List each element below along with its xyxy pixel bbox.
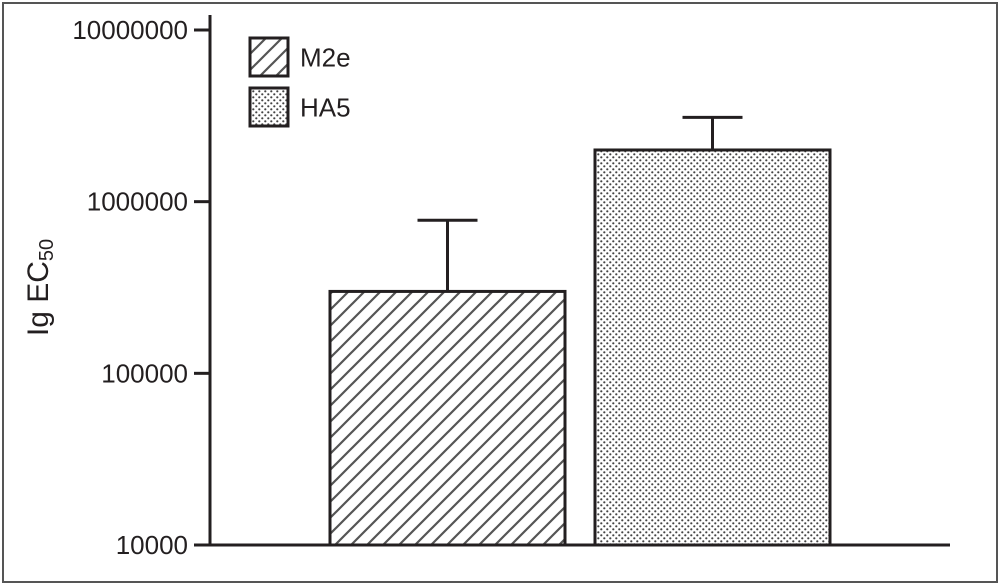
y-axis-label: Ig EC50 <box>22 239 58 336</box>
bar-ha5 <box>595 150 830 545</box>
bars-group <box>330 117 830 545</box>
bar-chart: 10000 100000 1000000 10000000 M2e HA5 Ig EC5… <box>0 0 1000 585</box>
y-axis-title: Ig EC50 <box>22 239 58 336</box>
y-tick-label: 10000000 <box>72 15 188 45</box>
legend-swatch-m2e <box>250 38 288 76</box>
legend-label-ha5: HA5 <box>300 93 351 123</box>
legend-swatch-ha5 <box>250 88 288 126</box>
y-tick-label: 100000 <box>101 358 188 388</box>
y-tick-label: 1000000 <box>87 187 188 217</box>
legend-label-m2e: M2e <box>300 43 351 73</box>
y-axis: 10000 100000 1000000 10000000 <box>72 15 210 560</box>
legend: M2e HA5 <box>250 38 351 126</box>
bar-m2e <box>330 291 565 545</box>
y-tick-label: 10000 <box>116 530 188 560</box>
